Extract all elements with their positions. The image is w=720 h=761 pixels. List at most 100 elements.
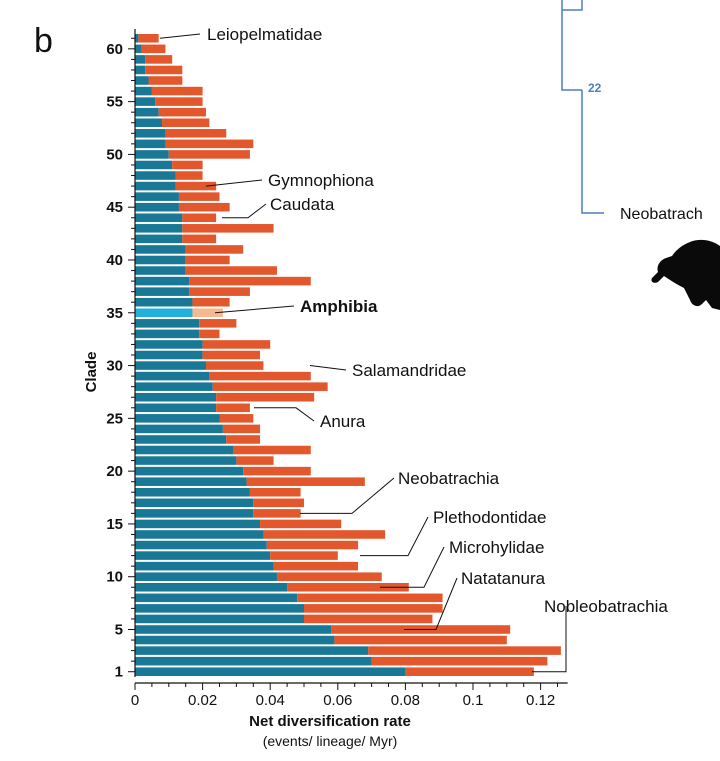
bar-orange-clade-40 bbox=[185, 255, 230, 265]
bar-blue-clade-13 bbox=[135, 540, 267, 550]
bar-blue-clade-50 bbox=[135, 150, 169, 159]
bar-orange-clade-49 bbox=[172, 160, 203, 170]
bar-orange-clade-22 bbox=[233, 445, 311, 455]
bar-orange-clade-52 bbox=[165, 129, 227, 138]
bar-blue-clade-41 bbox=[135, 245, 186, 254]
bar-orange-clade-45 bbox=[178, 202, 230, 212]
y-tick-label: 40 bbox=[106, 252, 123, 269]
bar-orange-clade-36 bbox=[192, 297, 230, 307]
bar-blue-clade-28 bbox=[135, 382, 213, 391]
bar-blue-clade-60 bbox=[135, 44, 142, 54]
y-tick-label: 35 bbox=[106, 305, 123, 322]
bar-orange-clade-33 bbox=[199, 329, 220, 339]
bar-blue-clade-24 bbox=[135, 424, 223, 434]
annotation-label: Amphibia bbox=[300, 297, 378, 316]
bar-blue-clade-27 bbox=[135, 392, 217, 402]
bar-blue-clade-45 bbox=[135, 202, 179, 212]
bar-orange-clade-43 bbox=[182, 224, 274, 233]
bar-orange-clade-44 bbox=[182, 213, 217, 223]
bar-orange-clade-6 bbox=[304, 614, 433, 624]
bar-blue-clade-49 bbox=[135, 160, 173, 170]
x-axis-subtitle: (events/ lineage/ Myr) bbox=[263, 733, 398, 749]
y-tick-label: 25 bbox=[106, 410, 123, 427]
annotation-label: Salamandridae bbox=[352, 361, 466, 380]
bar-blue-clade-55 bbox=[135, 97, 156, 106]
bar-orange-clade-32 bbox=[202, 340, 271, 349]
bar-blue-clade-2 bbox=[135, 656, 372, 666]
bar-orange-clade-10 bbox=[276, 572, 382, 581]
bar-blue-clade-51 bbox=[135, 139, 166, 149]
bar-orange-clade-26 bbox=[216, 403, 250, 413]
bar-orange-clade-60 bbox=[141, 44, 166, 54]
bar-blue-clade-32 bbox=[135, 340, 203, 349]
bar-blue-clade-16 bbox=[135, 509, 254, 518]
leader-line bbox=[380, 546, 445, 588]
leader-line bbox=[360, 516, 429, 557]
y-tick-label: 60 bbox=[106, 41, 123, 58]
bar-blue-clade-52 bbox=[135, 129, 166, 138]
bar-blue-clade-26 bbox=[135, 403, 217, 413]
bar-blue-clade-59 bbox=[135, 55, 146, 64]
bar-orange-clade-42 bbox=[182, 234, 217, 244]
annotation-label: Leiopelmatidae bbox=[207, 25, 322, 44]
annotation-label: Natatanura bbox=[461, 569, 546, 588]
bar-orange-clade-41 bbox=[185, 245, 244, 254]
bar-orange-clade-20 bbox=[243, 466, 311, 476]
x-tick-label: 0.06 bbox=[323, 692, 352, 709]
bar-blue-clade-40 bbox=[135, 255, 186, 265]
bar-orange-clade-13 bbox=[266, 540, 359, 550]
y-tick-label: 55 bbox=[106, 94, 123, 111]
bar-blue-clade-18 bbox=[135, 487, 250, 497]
bar-blue-clade-19 bbox=[135, 477, 247, 486]
bar-blue-clade-29 bbox=[135, 371, 210, 381]
tree-branch-lines bbox=[561, 0, 604, 214]
bar-orange-clade-1 bbox=[405, 667, 534, 676]
bar-blue-clade-6 bbox=[135, 614, 304, 624]
bar-orange-clade-4 bbox=[334, 635, 507, 645]
bar-blue-clade-25 bbox=[135, 414, 220, 423]
annotation-label: Plethodontidae bbox=[433, 508, 546, 527]
bar-orange-clade-23 bbox=[226, 435, 261, 444]
bar-blue-clade-42 bbox=[135, 234, 183, 244]
x-tick-label: 0.08 bbox=[391, 692, 420, 709]
x-tick-label: 0.04 bbox=[256, 692, 285, 709]
bar-blue-clade-47 bbox=[135, 181, 176, 191]
bar-blue-clade-38 bbox=[135, 276, 190, 286]
y-tick-label: 20 bbox=[106, 463, 123, 480]
annotation-label: Nobleobatrachia bbox=[544, 597, 668, 616]
annotation-label: Microhylidae bbox=[449, 538, 544, 557]
x-tick-label: 0.12 bbox=[526, 692, 555, 709]
bar-orange-clade-47 bbox=[175, 181, 217, 191]
bar-blue-clade-43 bbox=[135, 224, 183, 233]
x-tick-label: 0 bbox=[131, 692, 139, 709]
bar-orange-clade-34 bbox=[199, 319, 237, 328]
bar-blue-clade-44 bbox=[135, 213, 183, 223]
tree-node-label: 22 bbox=[588, 81, 602, 95]
x-axis: 0 0.02 0.04 0.06 0.08 0.1 0.12 bbox=[131, 682, 568, 709]
bar-blue-clade-53 bbox=[135, 118, 163, 128]
bar-orange-clade-48 bbox=[175, 171, 203, 180]
bar-blue-clade-10 bbox=[135, 572, 277, 581]
bar-blue-clade-33 bbox=[135, 329, 200, 339]
leader-line bbox=[404, 577, 458, 630]
bar-orange-clade-38 bbox=[189, 276, 311, 286]
bar-orange-clade-39 bbox=[185, 266, 277, 275]
leader-line bbox=[214, 305, 295, 314]
bar-blue-clade-9 bbox=[135, 582, 288, 592]
bar-orange-clade-56 bbox=[151, 86, 203, 96]
bar-orange-clade-27 bbox=[216, 392, 315, 402]
bar-blue-clade-48 bbox=[135, 171, 176, 180]
bar-orange-clade-21 bbox=[236, 456, 274, 465]
bar-blue-clade-7 bbox=[135, 604, 304, 613]
bar-orange-clade-14 bbox=[263, 530, 386, 539]
bar-orange-clade-8 bbox=[297, 593, 443, 603]
leader-line bbox=[309, 365, 347, 371]
bar-orange-clade-19 bbox=[246, 477, 365, 486]
annotation-label: Anura bbox=[320, 412, 366, 431]
bar-blue-clade-5 bbox=[135, 625, 332, 634]
bar-orange-clade-12 bbox=[270, 551, 338, 560]
bar-blue-clade-8 bbox=[135, 593, 298, 603]
bar-blue-clade-39 bbox=[135, 266, 186, 275]
bar-blue-clade-35 bbox=[135, 308, 193, 318]
